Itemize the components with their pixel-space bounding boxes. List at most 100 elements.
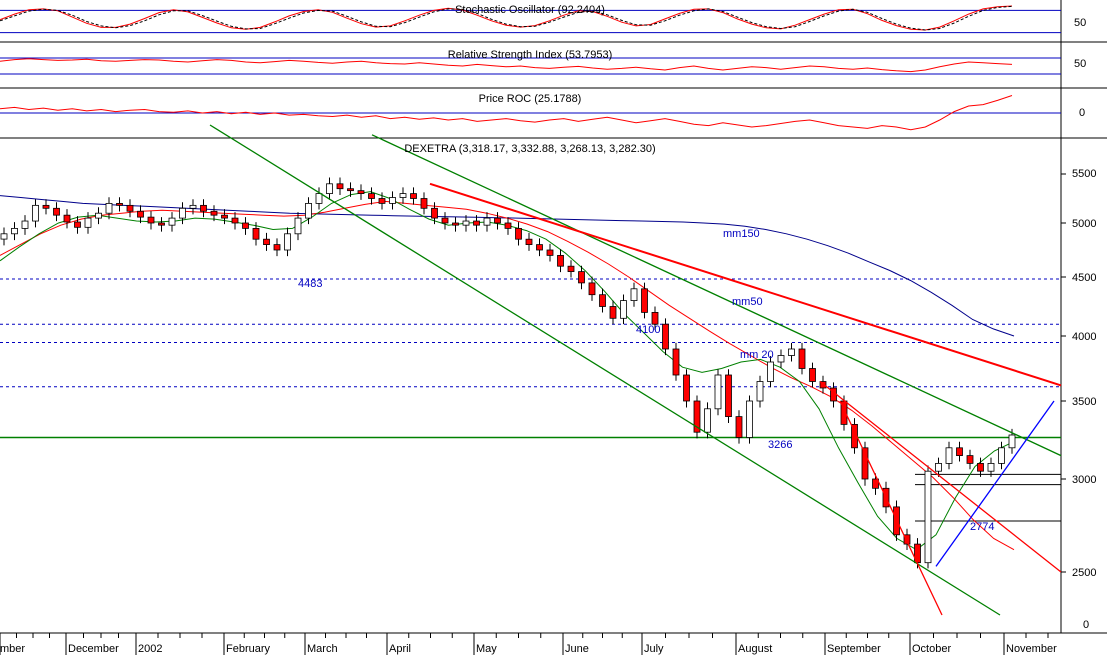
xtick-mber: mber [0,643,25,655]
candle-body-44 [462,220,470,226]
xtick-november: November [1006,643,1057,655]
xtick-september: September [827,643,881,655]
trend-line-3 [819,380,1062,573]
candle-body-56 [588,282,596,296]
xtick-june: June [565,643,589,655]
ytick-5500: 5500 [1072,168,1096,180]
candle-body-39 [410,193,417,199]
price-yticks: 5500 5000 4500 4000 3500 3000 2500 0 [1072,168,1096,631]
candle-body-77 [809,368,816,382]
candle-body-6 [63,214,71,223]
annotation-4483: 4483 [298,278,322,290]
roc-title: Price ROC (25.1788) [479,93,582,105]
stoch-series-0 [0,5,1013,31]
candle-body-58 [609,306,617,319]
candle-body-54 [567,265,575,273]
candle-body-11 [116,202,123,206]
candle-body-48 [504,222,512,229]
candle-body-75 [788,348,795,356]
ytick-0: 0 [1083,619,1089,631]
stochastic-title: Stochastic Oscillator (92.2404) [455,4,605,16]
candle-body-47 [494,217,501,224]
candle-body-41 [431,207,438,219]
candle-body-82 [861,447,869,480]
candle-body-15 [158,222,165,226]
ytick-4000: 4000 [1072,331,1096,343]
xtick-august: August [738,643,772,655]
candle-body-86 [903,534,911,545]
candle-body-40 [420,198,428,209]
axes [0,173,1066,655]
candle-body-67 [704,408,711,433]
candle-body-43 [452,222,459,226]
candle-body-72 [756,381,764,402]
candle-body-83 [872,478,879,489]
stoch-series-1 [0,5,1013,31]
candle-body-23 [242,222,249,229]
candle-body-70 [735,416,743,438]
xtick-march: March [307,643,338,655]
candle-body-2 [21,220,29,229]
candle-body-8 [84,217,92,228]
candle-body-69 [725,374,732,417]
candle-body-16 [168,217,176,226]
candle-body-25 [263,238,270,245]
ma50-label: mm50 [732,296,763,308]
annotation-2774: 2774 [970,521,994,533]
candle-body-95 [998,447,1005,464]
ytick-3500: 3500 [1072,396,1096,408]
ytick-4500: 4500 [1072,272,1096,284]
candle-body-91 [956,447,963,456]
xtick-may: May [476,643,497,655]
candle-body-61 [641,288,648,313]
moving-average-1 [0,200,1015,551]
xtick-2002: 2002 [138,643,162,655]
candle-body-92 [966,455,974,464]
candle-body-45 [473,220,480,226]
moving-average-0 [0,195,1015,337]
candle-body-42 [441,217,449,224]
candle-body-88 [924,470,932,564]
candle-body-71 [746,400,753,438]
candle-body-21 [221,214,228,219]
candle-body-35 [368,193,375,199]
candle-body-22 [231,217,239,224]
candle-body-89 [935,462,942,472]
xtick-july: July [644,643,664,655]
stochastic-panel [0,5,1061,34]
rsi-series-0 [0,58,1013,73]
candle-body-36 [378,198,386,204]
candle-body-30 [315,193,323,204]
candle-body-78 [819,381,827,389]
candle-body-33 [347,188,354,192]
stoch-ytick-50: 50 [1074,17,1086,29]
candle-body-57 [599,294,606,307]
annotation-3266: 3266 [768,439,792,451]
candle-body-32 [336,183,344,190]
ytick-2500: 2500 [1072,567,1096,579]
candle-body-5 [53,207,60,216]
trend-line-2 [429,182,1062,387]
price-roc-panel [0,95,1061,131]
xtick-october: October [912,643,951,655]
candle-body-63 [662,323,669,350]
xtick-december: December [68,643,119,655]
candle-body-60 [630,288,638,301]
candle-body-93 [977,462,984,472]
moving-average-2 [0,191,1015,551]
candle-body-74 [777,355,785,363]
candle-body-96 [1008,434,1016,449]
candle-body-10 [105,202,113,214]
candle-body-81 [851,423,858,449]
price-xticks: mber December 2002 February March April … [0,643,1057,655]
candle-body-52 [546,249,554,256]
candle-body-29 [305,202,312,219]
candle-body-50 [525,238,533,245]
candle-body-76 [798,348,806,369]
xtick-april: April [389,643,411,655]
candle-body-27 [284,233,291,251]
candle-body-19 [200,204,207,212]
candle-body-18 [189,204,197,209]
candle-body-66 [693,400,701,433]
